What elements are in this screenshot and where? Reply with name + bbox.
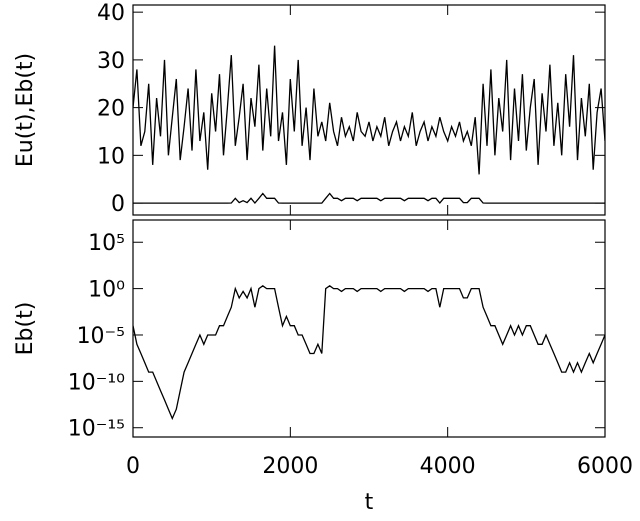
x-tick-label: 4000 — [420, 454, 476, 479]
x-axis-label: t — [365, 490, 374, 515]
y-axis-label: Eu(t),Eb(t) — [13, 53, 38, 167]
y-tick-label: 10⁵ — [88, 231, 125, 256]
y-tick-label: 40 — [97, 1, 125, 26]
x-tick-label: 6000 — [577, 454, 633, 479]
y-tick-label: 10 — [97, 144, 125, 169]
data-line — [133, 45, 605, 175]
plot-frame — [132, 4, 606, 216]
plot-frame — [132, 219, 606, 438]
y-tick-label: 10⁻¹⁵ — [68, 417, 125, 442]
y-tick-label: 30 — [97, 49, 125, 74]
data-line — [133, 192, 605, 205]
y-tick-label: 10⁰ — [88, 278, 125, 303]
y-tick-label: 0 — [111, 192, 125, 217]
data-line — [133, 284, 605, 421]
y-tick-label: 10⁻¹⁰ — [68, 370, 125, 395]
y-axis-label: Eb(t) — [13, 302, 38, 356]
x-tick-label: 2000 — [262, 454, 318, 479]
x-tick-label: 0 — [126, 454, 140, 479]
y-tick-label: 10⁻⁵ — [77, 324, 125, 349]
y-tick-label: 20 — [97, 97, 125, 122]
